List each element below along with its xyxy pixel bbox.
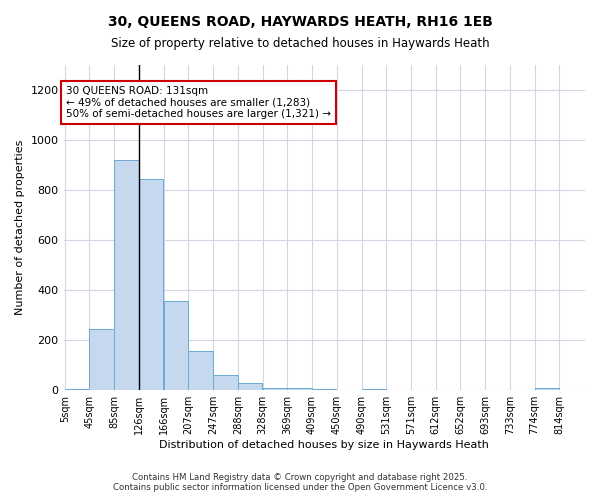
- Bar: [263, 388, 287, 390]
- Bar: [114, 160, 139, 390]
- Bar: [287, 388, 312, 390]
- Text: Size of property relative to detached houses in Haywards Heath: Size of property relative to detached ho…: [110, 38, 490, 51]
- Text: 30, QUEENS ROAD, HAYWARDS HEATH, RH16 1EB: 30, QUEENS ROAD, HAYWARDS HEATH, RH16 1E…: [107, 15, 493, 29]
- Bar: [89, 329, 114, 390]
- Bar: [65, 389, 89, 390]
- Y-axis label: Number of detached properties: Number of detached properties: [15, 140, 25, 316]
- Bar: [312, 389, 337, 390]
- Bar: [188, 352, 213, 390]
- Bar: [164, 302, 188, 390]
- Bar: [213, 375, 238, 390]
- Text: Contains HM Land Registry data © Crown copyright and database right 2025.
Contai: Contains HM Land Registry data © Crown c…: [113, 473, 487, 492]
- Bar: [139, 179, 163, 390]
- X-axis label: Distribution of detached houses by size in Haywards Heath: Distribution of detached houses by size …: [160, 440, 489, 450]
- Text: 30 QUEENS ROAD: 131sqm
← 49% of detached houses are smaller (1,283)
50% of semi-: 30 QUEENS ROAD: 131sqm ← 49% of detached…: [66, 86, 331, 119]
- Bar: [238, 383, 262, 390]
- Bar: [362, 389, 386, 390]
- Bar: [535, 388, 559, 390]
